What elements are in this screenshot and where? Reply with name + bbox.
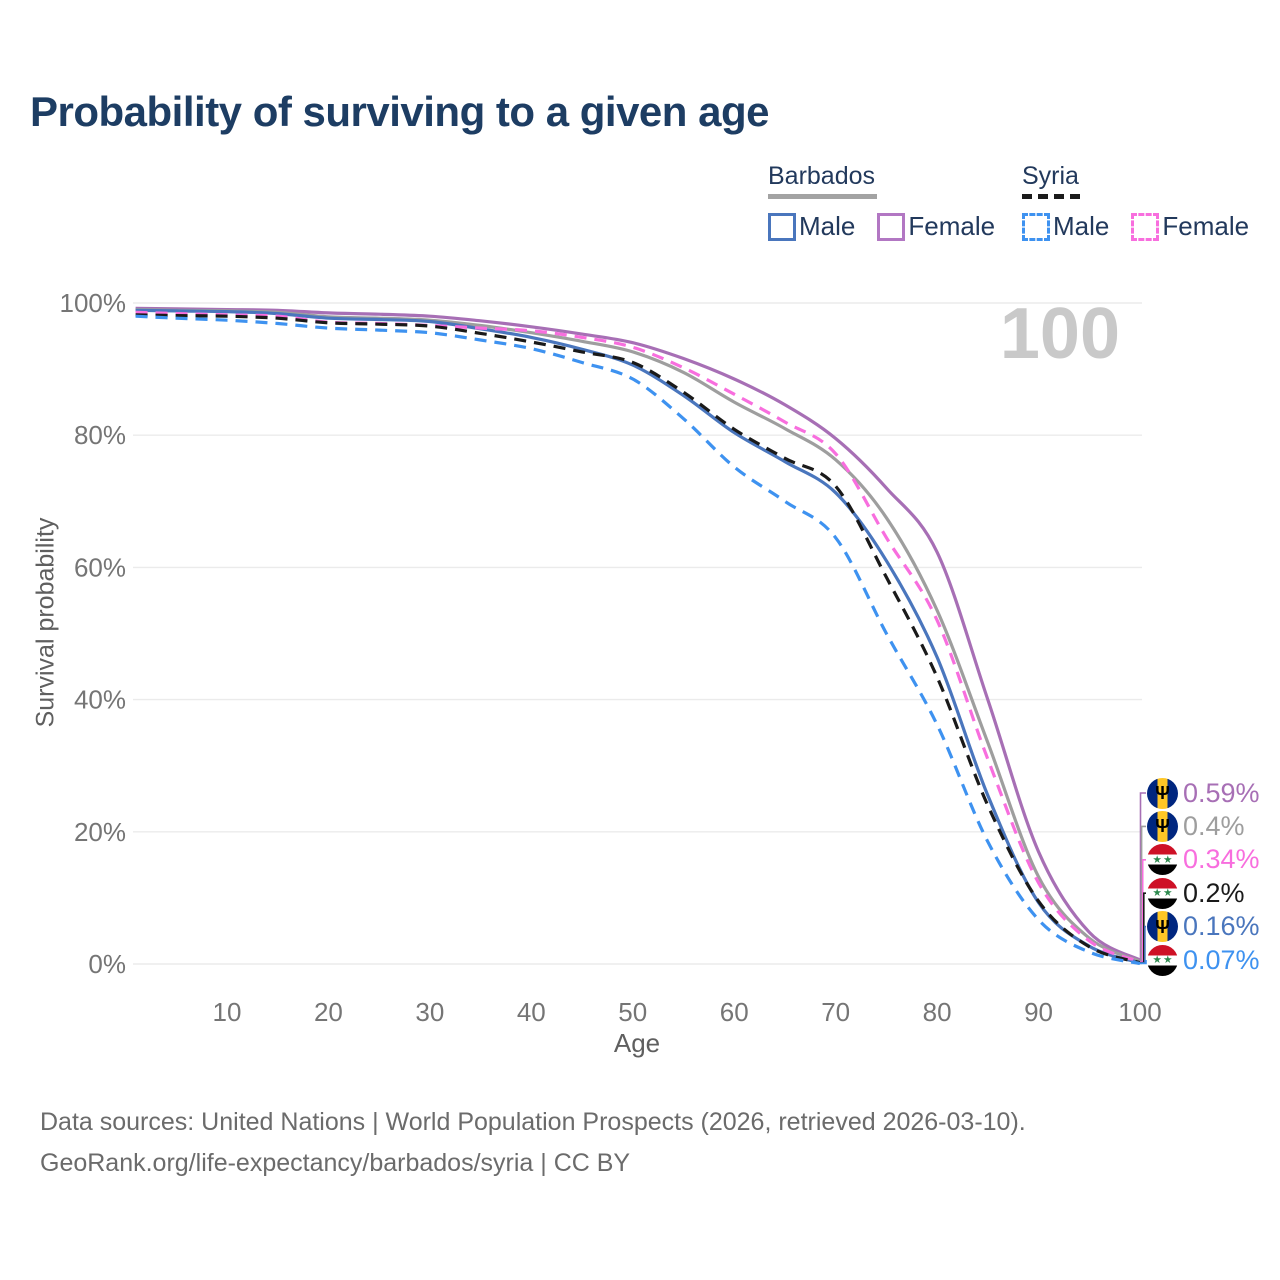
x-tick-30: 30	[415, 997, 444, 1027]
green-stars-emblem: ★ ★	[1153, 887, 1172, 898]
legend-group-barbados: Barbados Male Female	[768, 163, 995, 242]
barbados-flag-icon: Ψ	[1147, 911, 1178, 943]
end-label-barbados-female: Ψ 0.59%	[1147, 777, 1260, 809]
barbados-flag-icon: Ψ	[1147, 777, 1178, 809]
green-stars-emblem: ★ ★	[1153, 954, 1172, 965]
legend-label-syria-male[interactable]: Male	[1053, 211, 1110, 241]
x-tick-40: 40	[517, 997, 546, 1027]
x-tick-20: 20	[314, 997, 343, 1027]
end-value-label: 0.4%	[1183, 810, 1245, 841]
x-tick-60: 60	[720, 997, 749, 1027]
end-connector-syria-male	[1140, 960, 1147, 965]
source-url-note: GeoRank.org/life-expectancy/barbados/syr…	[40, 1149, 631, 1177]
legend-swatch-barbados-female[interactable]	[877, 212, 906, 241]
y-tick-60: 60%	[74, 552, 126, 582]
hover-age-watermark: 100	[999, 294, 1120, 374]
series-line-barbados-female[interactable]	[135, 306, 1141, 962]
x-tick-70: 70	[821, 997, 850, 1027]
end-value-label: 0.34%	[1183, 844, 1260, 875]
legend-underline-barbados-solid	[768, 194, 877, 199]
x-tick-100: 100	[1118, 997, 1161, 1027]
legend-label-barbados-male[interactable]: Male	[799, 211, 856, 241]
x-tick-90: 90	[1024, 997, 1053, 1027]
legend-group-syria: Syria Male Female	[1022, 163, 1249, 242]
trident-emblem: Ψ	[1155, 916, 1170, 937]
end-value-label: 0.2%	[1183, 877, 1245, 908]
legend-label-barbados-female[interactable]: Female	[908, 211, 996, 241]
page-title: Probability of surviving to a given age	[30, 88, 769, 135]
y-tick-0: 0%	[88, 949, 126, 979]
end-label-syria-male: ★ ★ 0.07%	[1147, 944, 1260, 976]
legend-label-syria-female[interactable]: Female	[1162, 211, 1250, 241]
series-line-syria[interactable]	[135, 313, 1141, 965]
end-value-label: 0.07%	[1183, 944, 1260, 975]
syria-flag-icon: ★ ★	[1147, 844, 1178, 876]
end-label-barbados-male: Ψ 0.16%	[1147, 911, 1260, 943]
legend-swatch-syria-male[interactable]	[1022, 212, 1050, 241]
y-tick-40: 40%	[74, 685, 126, 715]
trident-emblem: Ψ	[1155, 816, 1170, 837]
green-stars-emblem: ★ ★	[1153, 854, 1172, 865]
syria-flag-icon: ★ ★	[1147, 944, 1178, 976]
syria-flag-icon: ★ ★	[1147, 877, 1178, 909]
series-line-barbados[interactable]	[135, 308, 1141, 963]
end-value-label: 0.59%	[1183, 777, 1260, 808]
legend-underline-syria-dashed	[1022, 194, 1080, 199]
legend-swatch-barbados-male[interactable]	[768, 212, 796, 241]
y-tick-100: 100%	[60, 288, 127, 318]
end-connector-syria-female	[1140, 859, 1146, 963]
x-tick-80: 80	[923, 997, 952, 1027]
legend-title-syria[interactable]: Syria	[1022, 162, 1079, 190]
x-tick-50: 50	[618, 997, 647, 1027]
end-label-syria-female: ★ ★ 0.34%	[1147, 844, 1260, 876]
series-line-syria-male[interactable]	[135, 314, 1141, 966]
barbados-flag-icon: Ψ	[1147, 810, 1178, 842]
end-connector-barbados-female	[1139, 792, 1146, 961]
y-tick-20: 20%	[74, 817, 126, 847]
y-tick-80: 80%	[74, 420, 126, 450]
legend-swatch-syria-female[interactable]	[1131, 212, 1160, 241]
x-tick-10: 10	[212, 997, 241, 1027]
series-line-syria-female[interactable]	[135, 310, 1141, 964]
end-value-label: 0.16%	[1183, 911, 1260, 942]
data-sources-note: Data sources: United Nations | World Pop…	[40, 1108, 1026, 1136]
x-axis-title: Age	[613, 1028, 661, 1058]
series-line-barbados-male[interactable]	[135, 308, 1141, 965]
end-label-barbados: Ψ 0.4%	[1147, 810, 1245, 842]
legend-title-barbados[interactable]: Barbados	[768, 162, 876, 190]
trident-emblem: Ψ	[1155, 783, 1170, 803]
end-label-syria: ★ ★ 0.2%	[1147, 877, 1245, 909]
